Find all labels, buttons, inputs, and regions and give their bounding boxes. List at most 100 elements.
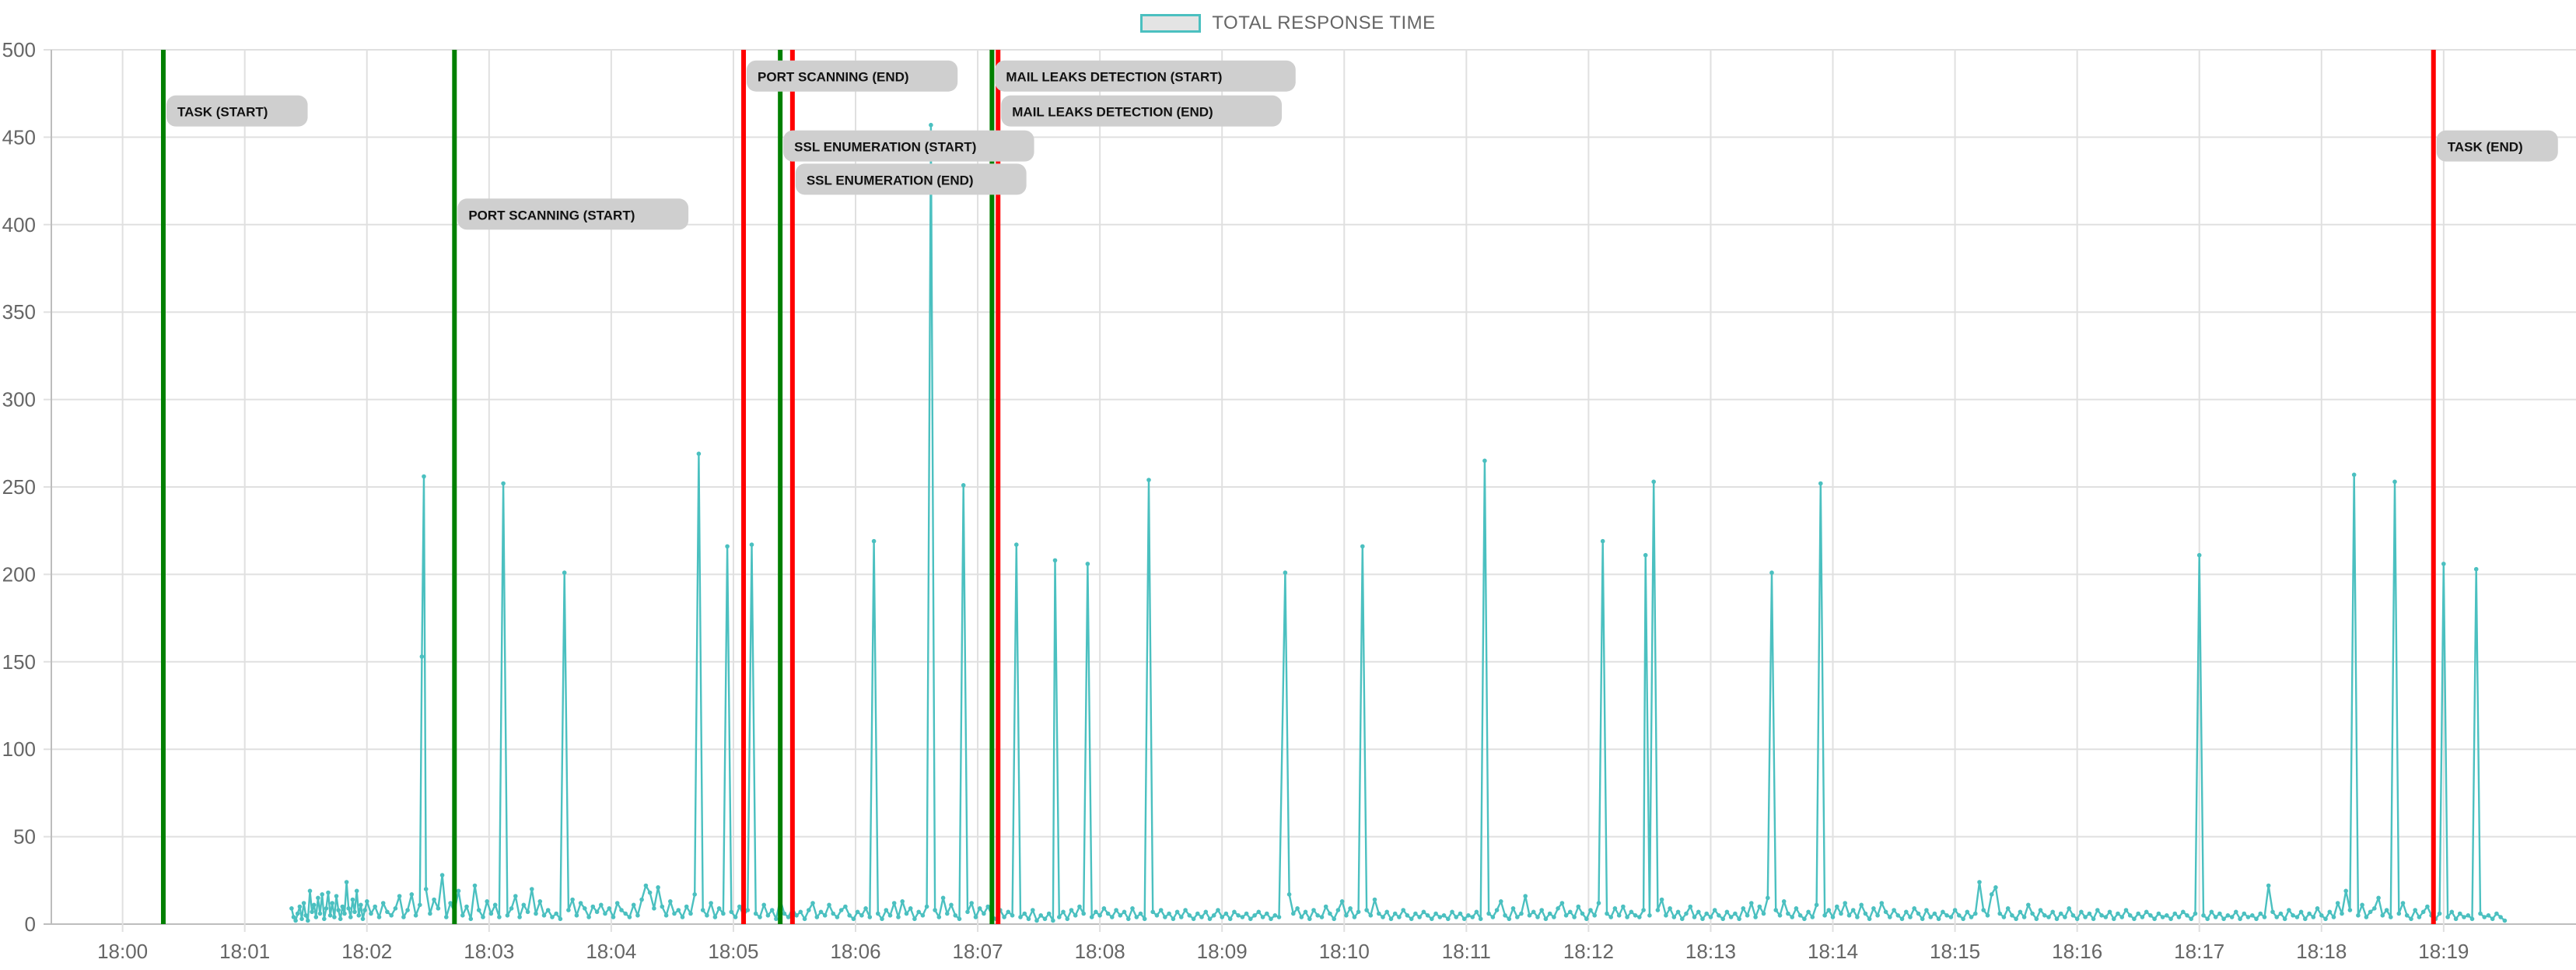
data-point[interactable] — [1584, 916, 1589, 922]
data-point[interactable] — [1352, 915, 1357, 919]
data-point[interactable] — [1997, 911, 2002, 916]
data-point[interactable] — [2136, 911, 2140, 916]
data-point[interactable] — [1187, 913, 1192, 918]
data-point[interactable] — [2413, 908, 2417, 912]
data-point[interactable] — [1879, 901, 1885, 905]
data-point[interactable] — [2217, 911, 2222, 916]
data-point[interactable] — [1547, 911, 1552, 916]
data-point[interactable] — [1332, 916, 1336, 922]
data-point[interactable] — [2185, 913, 2189, 918]
data-point[interactable] — [745, 908, 751, 912]
data-point[interactable] — [340, 904, 345, 909]
data-point[interactable] — [1668, 906, 1672, 911]
data-point[interactable] — [525, 909, 530, 915]
data-point[interactable] — [802, 916, 807, 922]
data-point[interactable] — [1535, 915, 1540, 919]
data-point[interactable] — [1482, 458, 1487, 464]
data-point[interactable] — [2234, 909, 2238, 915]
data-point[interactable] — [2001, 915, 2007, 919]
data-point[interactable] — [468, 916, 474, 922]
data-point[interactable] — [1269, 916, 1273, 922]
data-point[interactable] — [725, 544, 730, 549]
data-point[interactable] — [920, 913, 926, 918]
data-point[interactable] — [2014, 916, 2018, 922]
data-point[interactable] — [1207, 916, 1213, 922]
data-point[interactable] — [838, 908, 844, 912]
data-point[interactable] — [1908, 915, 1913, 919]
data-point[interactable] — [1704, 911, 1709, 916]
data-point[interactable] — [2458, 911, 2462, 916]
data-point[interactable] — [2274, 915, 2279, 919]
data-point[interactable] — [348, 915, 353, 919]
data-point[interactable] — [2213, 915, 2218, 919]
data-point[interactable] — [782, 911, 787, 916]
data-point[interactable] — [1814, 902, 1819, 908]
data-point[interactable] — [887, 913, 893, 918]
data-point[interactable] — [1724, 909, 1730, 915]
data-point[interactable] — [1335, 908, 1341, 912]
data-point[interactable] — [692, 892, 697, 897]
data-point[interactable] — [985, 904, 990, 909]
data-point[interactable] — [1692, 915, 1697, 919]
data-point[interactable] — [2319, 913, 2324, 918]
data-point[interactable] — [2103, 915, 2109, 919]
data-point[interactable] — [1794, 906, 1799, 911]
data-point[interactable] — [1461, 916, 1467, 922]
data-point[interactable] — [859, 913, 864, 918]
data-point[interactable] — [303, 913, 309, 918]
data-point[interactable] — [2112, 916, 2116, 922]
data-point[interactable] — [1401, 908, 1405, 912]
data-point[interactable] — [660, 904, 665, 909]
data-point[interactable] — [1073, 913, 1078, 918]
data-point[interactable] — [668, 899, 673, 904]
data-point[interactable] — [2205, 916, 2210, 922]
data-point[interactable] — [1227, 916, 1233, 922]
data-point[interactable] — [1859, 902, 1864, 908]
data-point[interactable] — [2498, 915, 2503, 919]
data-point[interactable] — [1272, 913, 1278, 918]
data-point[interactable] — [2063, 915, 2067, 919]
data-point[interactable] — [643, 883, 649, 888]
data-point[interactable] — [1712, 908, 1717, 912]
data-point[interactable] — [1002, 915, 1006, 919]
data-point[interactable] — [1830, 915, 1836, 919]
data-point[interactable] — [1647, 913, 1652, 918]
data-point[interactable] — [293, 918, 298, 923]
data-point[interactable] — [1299, 915, 1304, 919]
data-point[interactable] — [1122, 909, 1127, 915]
data-point[interactable] — [1110, 915, 1115, 919]
data-point[interactable] — [2453, 916, 2459, 922]
data-point[interactable] — [1010, 913, 1015, 918]
data-point[interactable] — [1454, 915, 1458, 919]
data-point[interactable] — [1932, 911, 1937, 916]
data-point[interactable] — [338, 916, 343, 922]
data-point[interactable] — [380, 901, 386, 905]
data-point[interactable] — [1142, 916, 1147, 922]
data-point[interactable] — [1928, 915, 1933, 919]
data-point[interactable] — [1307, 916, 1312, 922]
data-point[interactable] — [2123, 908, 2129, 912]
data-point[interactable] — [313, 915, 319, 919]
data-point[interactable] — [1384, 909, 1389, 915]
data-point[interactable] — [1769, 570, 1774, 575]
data-point[interactable] — [1625, 915, 1629, 919]
data-point[interactable] — [1052, 558, 1058, 563]
data-point[interactable] — [1592, 913, 1597, 918]
data-point[interactable] — [1559, 901, 1565, 905]
data-point[interactable] — [2462, 915, 2466, 919]
data-point[interactable] — [2168, 916, 2173, 922]
data-point[interactable] — [1843, 901, 1847, 905]
data-point[interactable] — [1633, 913, 1638, 918]
data-point[interactable] — [505, 913, 510, 918]
data-point[interactable] — [916, 909, 921, 915]
data-point[interactable] — [973, 915, 978, 919]
data-point[interactable] — [1989, 892, 1994, 897]
data-point[interactable] — [627, 915, 632, 919]
data-point[interactable] — [517, 915, 522, 919]
data-point[interactable] — [360, 916, 366, 922]
data-point[interactable] — [2343, 888, 2348, 894]
data-point[interactable] — [656, 885, 660, 890]
data-point[interactable] — [867, 915, 873, 919]
data-point[interactable] — [534, 911, 538, 916]
data-point[interactable] — [1286, 892, 1292, 897]
